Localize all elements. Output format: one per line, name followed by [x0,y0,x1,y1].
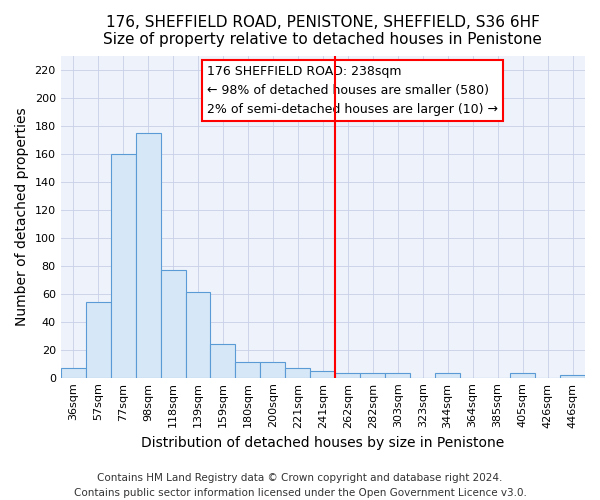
Bar [235,362,260,378]
Bar [211,344,235,378]
Bar [61,368,86,378]
Bar [286,368,310,378]
Bar [510,374,535,378]
Bar [185,292,211,378]
Bar [260,362,286,378]
Y-axis label: Number of detached properties: Number of detached properties [15,108,29,326]
Bar [86,302,110,378]
Text: 176 SHEFFIELD ROAD: 238sqm
← 98% of detached houses are smaller (580)
2% of semi: 176 SHEFFIELD ROAD: 238sqm ← 98% of deta… [208,65,499,116]
Bar [136,132,161,378]
Title: 176, SHEFFIELD ROAD, PENISTONE, SHEFFIELD, S36 6HF
Size of property relative to : 176, SHEFFIELD ROAD, PENISTONE, SHEFFIEL… [103,15,542,48]
Text: Contains HM Land Registry data © Crown copyright and database right 2024.
Contai: Contains HM Land Registry data © Crown c… [74,472,526,498]
Bar [435,374,460,378]
Bar [310,370,335,378]
Bar [560,375,585,378]
Bar [110,154,136,378]
Bar [360,374,385,378]
Bar [161,270,185,378]
X-axis label: Distribution of detached houses by size in Penistone: Distribution of detached houses by size … [141,436,505,450]
Bar [385,374,410,378]
Bar [335,374,360,378]
